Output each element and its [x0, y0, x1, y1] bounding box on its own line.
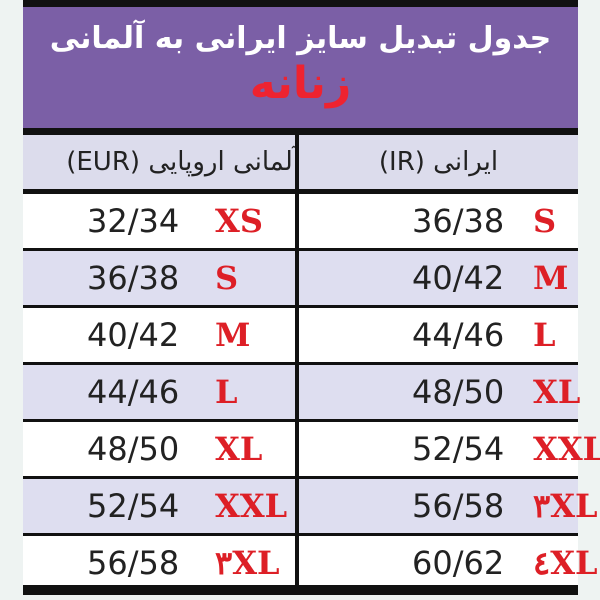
iran-size: 44/46 — [412, 316, 505, 354]
german-size: 56/58 — [87, 544, 180, 582]
divider — [23, 128, 578, 135]
header-iranian-label: ایرانی (IR) — [378, 147, 499, 177]
german-label: XS — [215, 202, 263, 240]
iran-label: ۳XL — [533, 487, 598, 525]
iran-label: XXL — [533, 430, 600, 468]
column-divider — [295, 135, 299, 585]
german-size: 36/38 — [87, 259, 180, 297]
row-divider — [23, 419, 578, 422]
iran-size: 48/50 — [412, 373, 505, 411]
german-size: 32/34 — [87, 202, 180, 240]
iran-size: 40/42 — [412, 259, 505, 297]
iran-label: L — [533, 316, 556, 354]
row-divider — [23, 362, 578, 365]
table-row: 52/54 XXL 56/58 ۳XL — [23, 479, 598, 533]
german-label: M — [215, 316, 251, 354]
header-german-label: آلمانی اروپایی (EUR) — [66, 147, 300, 177]
chart-subtitle: زنانه — [249, 58, 352, 109]
german-size: 48/50 — [87, 430, 180, 468]
header-iranian: ایرانی (IR) — [299, 135, 578, 189]
german-label: S — [215, 259, 239, 297]
german-label: ۳XL — [215, 544, 280, 582]
table-row: 40/42 M 44/46 L — [23, 308, 578, 362]
row-divider — [23, 476, 578, 479]
title-banner: جدول تبدیل سایز ایرانی به آلمانی زنانه — [23, 7, 578, 128]
bottom-border — [23, 585, 578, 595]
header-german: آلمانی اروپایی (EUR) — [23, 135, 300, 189]
iran-size: 56/58 — [412, 487, 505, 525]
german-size: 52/54 — [87, 487, 180, 525]
table-row: 56/58 ۳XL 60/62 ٤XL — [23, 536, 598, 590]
iran-size: 36/38 — [412, 202, 505, 240]
german-label: XL — [215, 430, 263, 468]
iran-label: M — [533, 259, 569, 297]
german-size: 40/42 — [87, 316, 180, 354]
row-divider — [23, 305, 578, 308]
table-row: 36/38 S 40/42 M — [23, 251, 578, 305]
chart-title: جدول تبدیل سایز ایرانی به آلمانی — [49, 21, 552, 56]
german-size: 44/46 — [87, 373, 180, 411]
row-divider — [23, 533, 578, 536]
table-row: 48/50 XL 52/54 XXL — [23, 422, 600, 476]
top-border — [23, 0, 578, 7]
iran-label: S — [533, 202, 557, 240]
table-row: 44/46 L 48/50 XL — [23, 365, 581, 419]
iran-label: ٤XL — [533, 544, 598, 582]
iran-size: 52/54 — [412, 430, 505, 468]
iran-size: 60/62 — [412, 544, 505, 582]
divider — [23, 189, 578, 194]
table-row: 32/34 XS 36/38 S — [23, 194, 578, 248]
german-label: L — [215, 373, 238, 411]
german-label: XXL — [215, 487, 288, 525]
iran-label: XL — [533, 373, 581, 411]
row-divider — [23, 248, 578, 251]
